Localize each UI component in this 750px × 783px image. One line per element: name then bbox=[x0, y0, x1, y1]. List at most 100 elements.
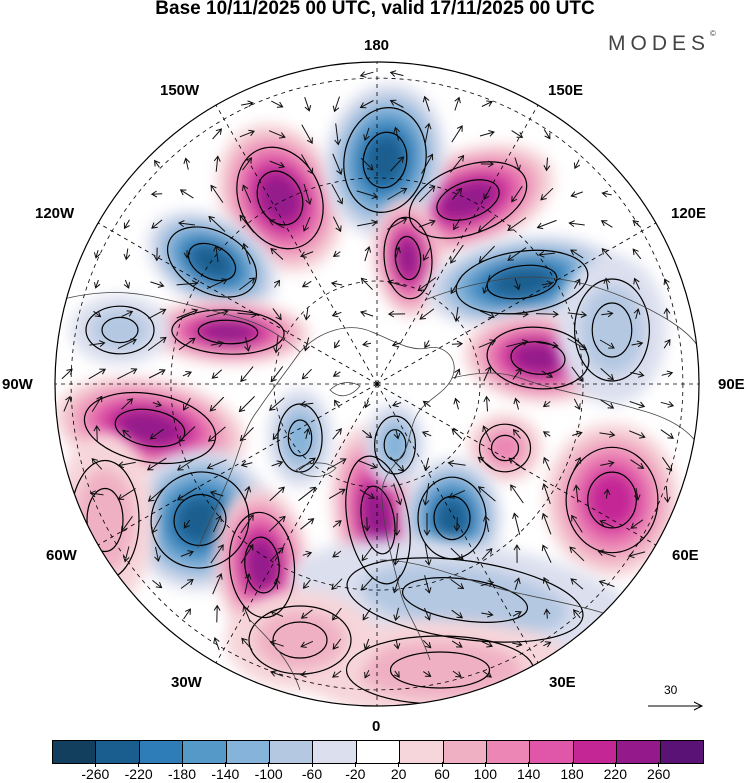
lon-label-90w: 90W bbox=[2, 376, 33, 393]
colorbar-tick-label: -140 bbox=[211, 766, 240, 782]
wind-vector bbox=[481, 641, 493, 648]
wind-vector bbox=[212, 515, 222, 533]
wind-vector bbox=[535, 310, 559, 318]
wind-vector bbox=[423, 670, 432, 677]
wind-vector bbox=[270, 366, 284, 383]
wind-vector bbox=[418, 219, 436, 228]
wind-vector bbox=[332, 96, 340, 113]
wind-vector bbox=[543, 456, 551, 471]
wind-vector bbox=[123, 219, 130, 230]
wind-vector bbox=[151, 219, 163, 229]
height-contour bbox=[150, 471, 250, 569]
anomaly-level bbox=[255, 610, 345, 670]
anomaly-level bbox=[489, 266, 555, 298]
meridian-line bbox=[376, 383, 657, 546]
height-contour bbox=[173, 493, 227, 547]
wind-vector bbox=[271, 100, 284, 108]
wind-vector bbox=[240, 460, 253, 468]
wind-vector bbox=[210, 340, 225, 348]
wind-vector bbox=[480, 160, 495, 168]
height-contour bbox=[86, 487, 124, 553]
wind-vector bbox=[244, 573, 252, 595]
wind-vector bbox=[632, 219, 642, 228]
wind-vector bbox=[332, 670, 342, 678]
colorbar-tick-label: -60 bbox=[301, 766, 323, 782]
wind-vector bbox=[244, 485, 252, 502]
colorbar-tick bbox=[658, 762, 660, 767]
wind-vector bbox=[512, 428, 521, 439]
wind-vector bbox=[511, 186, 523, 203]
wind-vector bbox=[543, 129, 551, 140]
wind-vector bbox=[512, 611, 522, 618]
wind-vector bbox=[573, 159, 581, 170]
wind-vector bbox=[570, 578, 584, 590]
wind-vector bbox=[661, 370, 674, 378]
colorbar-tick bbox=[94, 762, 96, 767]
wind-vector bbox=[422, 95, 430, 112]
wind-vector bbox=[244, 337, 251, 352]
wind-vector bbox=[393, 483, 403, 506]
wind-vector bbox=[94, 279, 101, 289]
anomaly-level bbox=[357, 640, 523, 700]
wind-vector bbox=[422, 247, 431, 262]
wind-vector bbox=[599, 339, 615, 349]
lon-label-150w: 150W bbox=[160, 82, 200, 99]
wind-vector bbox=[600, 399, 615, 409]
wind-vector bbox=[482, 670, 492, 678]
height-contour bbox=[85, 305, 155, 355]
height-contour bbox=[244, 536, 280, 594]
wind-vector bbox=[148, 308, 167, 320]
wind-vector bbox=[269, 160, 286, 169]
wind-vector bbox=[630, 371, 645, 378]
wind-vector bbox=[663, 339, 671, 349]
wind-vector bbox=[392, 575, 401, 594]
wind-vector bbox=[450, 154, 465, 173]
anomaly-level bbox=[396, 238, 420, 278]
wind-vector bbox=[121, 310, 134, 318]
height-contour bbox=[187, 242, 237, 282]
height-contour bbox=[197, 319, 259, 345]
wind-vector bbox=[242, 157, 253, 171]
wind-vector bbox=[512, 640, 523, 648]
wind-vector bbox=[477, 216, 496, 232]
wind-vector bbox=[268, 219, 285, 229]
wind-vector bbox=[301, 280, 312, 288]
wind-vector bbox=[148, 369, 166, 379]
anomaly-level bbox=[435, 498, 469, 538]
wind-vector bbox=[154, 159, 161, 168]
wind-vector bbox=[570, 249, 584, 259]
wind-vector bbox=[239, 129, 255, 138]
wind-vector bbox=[179, 189, 194, 199]
wind-vector bbox=[211, 369, 223, 379]
wind-vector bbox=[573, 484, 581, 503]
wind-vector bbox=[242, 605, 251, 623]
coastline bbox=[424, 276, 699, 351]
wind-vector bbox=[631, 340, 644, 348]
wind-vector bbox=[542, 400, 551, 408]
reference-vector-arrow bbox=[648, 701, 704, 711]
wind-vector bbox=[423, 513, 431, 536]
wind-vector bbox=[178, 220, 196, 227]
anomaly-level bbox=[579, 285, 645, 375]
height-contour bbox=[362, 131, 408, 189]
wind-vector bbox=[424, 340, 431, 349]
wind-vector bbox=[117, 488, 136, 501]
wind-vector bbox=[178, 426, 196, 443]
anomaly-level bbox=[364, 134, 406, 186]
anomaly-level bbox=[200, 321, 256, 343]
colorbar-tick-label: 260 bbox=[646, 766, 671, 782]
wind-vector bbox=[300, 609, 313, 619]
wind-vector bbox=[506, 339, 529, 348]
wind-vector bbox=[540, 187, 554, 201]
wind-vector bbox=[330, 280, 343, 288]
wind-vector bbox=[213, 245, 220, 263]
wind-vector bbox=[392, 543, 400, 566]
colorbar-swatch bbox=[95, 741, 139, 763]
lon-label-180: 180 bbox=[364, 37, 390, 54]
height-contours bbox=[70, 107, 659, 705]
wind-vector bbox=[453, 517, 461, 532]
wind-vector bbox=[154, 546, 161, 562]
wind-vector bbox=[183, 250, 191, 259]
wind-vector bbox=[332, 250, 341, 257]
colorbar-swatch bbox=[572, 741, 617, 763]
